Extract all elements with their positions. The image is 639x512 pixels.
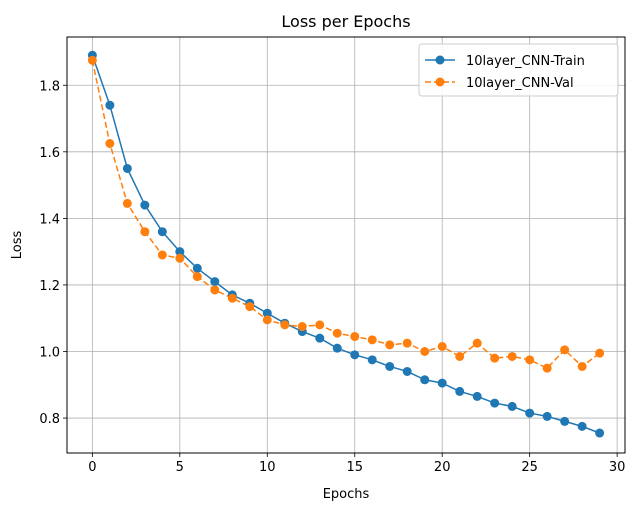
x-axis-label: Epochs (323, 487, 370, 502)
data-point (192, 263, 202, 273)
y-axis-ticks: 0.8 1.0 1.2 1.4 1.6 1.8 (39, 79, 67, 427)
data-point (385, 340, 395, 350)
data-point (367, 355, 377, 365)
legend-box (418, 43, 619, 97)
x-axis-ticks: 0 5 10 15 20 25 30 (88, 453, 625, 475)
grid (67, 37, 625, 453)
data-point (262, 315, 272, 325)
series-lines (91, 55, 601, 434)
data-point (105, 138, 115, 148)
data-point (420, 375, 430, 385)
data-point (455, 386, 465, 396)
data-point (542, 411, 552, 421)
x-tick-label: 25 (521, 460, 538, 475)
data-point (577, 361, 587, 371)
chart-title: Loss per Epochs (281, 12, 410, 31)
data-point (140, 200, 150, 210)
data-point (122, 198, 132, 208)
series-points (87, 50, 605, 438)
series-line-1 (91, 60, 601, 370)
y-tick-label: 0.8 (39, 412, 60, 427)
x-tick-label: 20 (434, 460, 451, 475)
data-point (490, 353, 500, 363)
legend-label-0: 10layer_CNN-Train (466, 54, 585, 69)
data-point (350, 332, 360, 342)
data-point (315, 333, 325, 343)
y-tick-label: 1.6 (39, 146, 60, 161)
plot-frame (66, 36, 626, 454)
data-point (420, 346, 430, 356)
data-point (157, 250, 167, 260)
x-tick-label: 15 (346, 460, 363, 475)
data-point (262, 308, 272, 318)
data-point (507, 351, 517, 361)
data-point (105, 100, 115, 110)
data-point (437, 342, 447, 352)
data-point (315, 320, 325, 330)
data-point (490, 398, 500, 408)
data-point (245, 302, 255, 312)
y-tick-label: 1.4 (39, 212, 60, 227)
data-point (455, 351, 465, 361)
y-tick-label: 1.2 (39, 279, 60, 294)
x-tick-label: 30 (609, 460, 626, 475)
legend: 10layer_CNN-Train 10layer_CNN-Val (418, 43, 619, 97)
data-point (402, 338, 412, 348)
data-point (175, 247, 185, 257)
data-point (175, 253, 185, 263)
data-point (402, 366, 412, 376)
y-axis-label: Loss (10, 231, 25, 260)
data-point (472, 338, 482, 348)
data-point (595, 428, 605, 438)
data-point (595, 348, 605, 358)
data-point (525, 408, 535, 418)
data-point (385, 361, 395, 371)
data-point (297, 322, 307, 332)
x-tick-label: 10 (259, 460, 276, 475)
y-tick-label: 1.8 (39, 79, 60, 94)
data-point (542, 363, 552, 373)
data-point (577, 421, 587, 431)
data-point (227, 293, 237, 303)
data-point (140, 227, 150, 237)
data-point (437, 378, 447, 388)
data-point (472, 391, 482, 401)
legend-marker-0 (435, 55, 445, 65)
data-point (280, 320, 290, 330)
data-point (332, 343, 342, 353)
series-line-0 (91, 55, 600, 434)
legend-label-1: 10layer_CNN-Val (466, 76, 574, 91)
data-point (560, 345, 570, 355)
data-point (507, 401, 517, 411)
data-point (87, 55, 97, 65)
data-point (122, 163, 132, 173)
y-tick-label: 1.0 (39, 345, 60, 360)
data-point (192, 272, 202, 282)
data-point (210, 277, 220, 287)
data-point (210, 285, 220, 295)
data-point (367, 335, 377, 345)
data-point (525, 355, 535, 365)
x-tick-label: 5 (176, 460, 184, 475)
data-point (350, 350, 360, 360)
data-point (560, 416, 570, 426)
data-point (332, 328, 342, 338)
x-tick-label: 0 (88, 460, 96, 475)
legend-marker-1 (435, 77, 445, 87)
data-point (157, 227, 167, 237)
